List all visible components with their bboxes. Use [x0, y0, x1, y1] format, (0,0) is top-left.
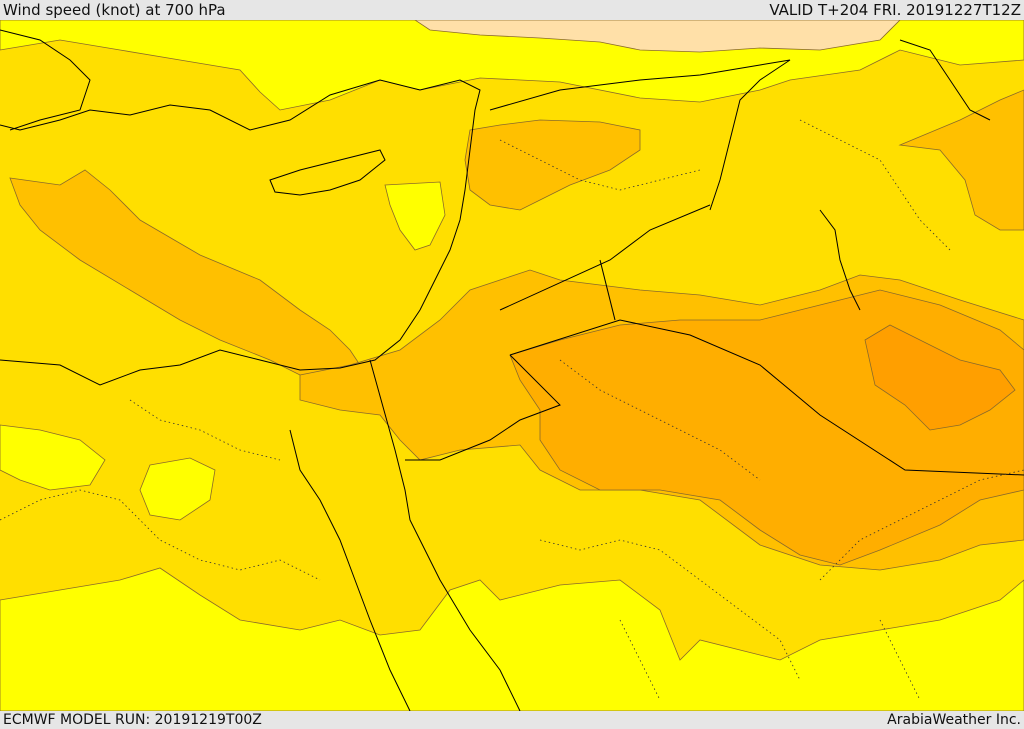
province-lines — [0, 119, 1024, 701]
map-title: Wind speed (knot) at 700 hPa — [3, 1, 226, 19]
peak-wind-core — [864, 324, 1016, 431]
country-borders — [405, 204, 1024, 476]
levant-light-patch — [384, 181, 446, 251]
footer-bar: ECMWF MODEL RUN: 20191219T00Z ArabiaWeat… — [0, 711, 1024, 729]
wind-speed-map — [0, 20, 1024, 711]
coastlines — [0, 29, 991, 711]
valid-time: VALID T+204 FRI. 20191227T12Z — [769, 1, 1021, 19]
west-light-patch — [0, 424, 106, 491]
mid-wind-band-east — [898, 89, 1024, 231]
credit: ArabiaWeather Inc. — [887, 712, 1021, 728]
central-light-patch — [139, 457, 216, 521]
map-canvas — [0, 20, 1024, 711]
mid-wind-band-levant — [464, 119, 641, 211]
north-peach-patch — [414, 20, 901, 53]
south-light-band — [0, 567, 1024, 711]
header-bar: Wind speed (knot) at 700 hPa VALID T+204… — [0, 0, 1024, 20]
model-run: ECMWF MODEL RUN: 20191219T00Z — [3, 712, 262, 728]
